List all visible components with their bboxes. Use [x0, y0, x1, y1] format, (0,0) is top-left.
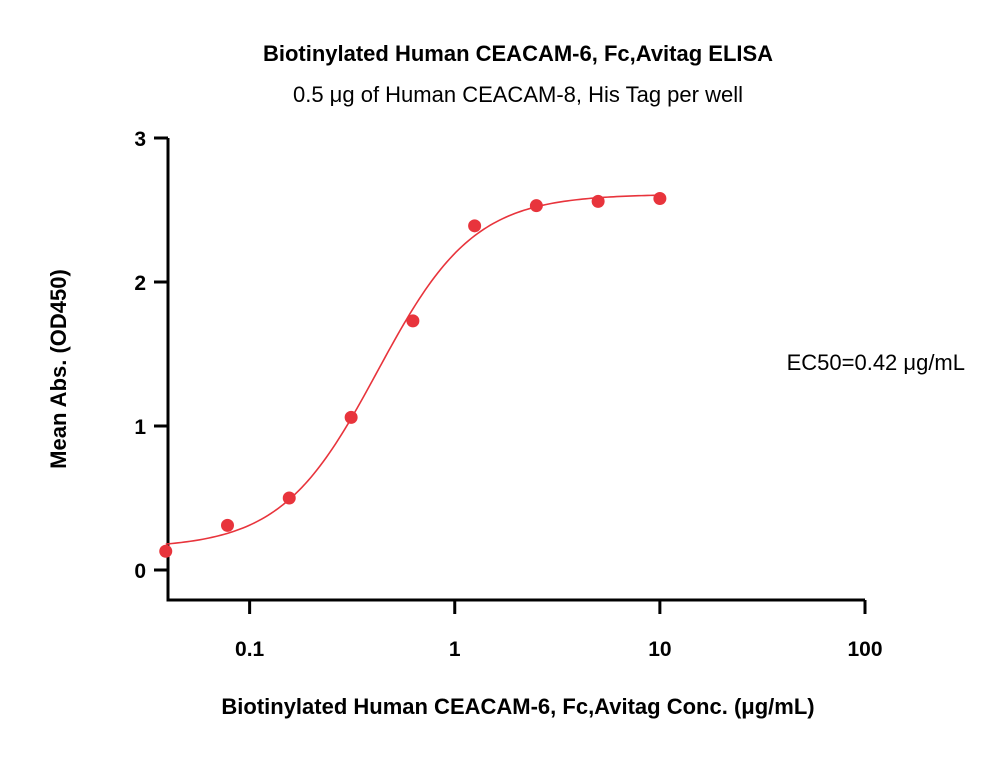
x-tick-label: 100: [847, 638, 882, 661]
y-tick-label: 1: [134, 416, 146, 439]
chart-title: Biotinylated Human CEACAM-6, Fc,Avitag E…: [263, 41, 773, 66]
data-point: [529, 199, 543, 213]
data-point: [282, 491, 296, 505]
fit-curve-layer: [165, 194, 660, 545]
x-axis-label: Biotinylated Human CEACAM-6, Fc,Avitag C…: [221, 694, 814, 719]
data-point: [591, 194, 605, 208]
ec50-annotation: EC50=0.42 μg/mL: [787, 350, 965, 375]
data-point: [653, 191, 667, 205]
data-point: [344, 410, 358, 424]
y-tick-label: 2: [134, 272, 146, 295]
x-tick-label: 1: [449, 638, 461, 661]
fit-curve: [165, 194, 660, 545]
data-points-layer: [159, 191, 667, 558]
x-tick-label: 10: [648, 638, 671, 661]
data-point: [220, 518, 234, 532]
y-tick-label: 3: [134, 128, 146, 151]
axes: 0 1 2 3 0.1 1 10 100: [134, 128, 882, 661]
y-axis-label: Mean Abs. (OD450): [46, 269, 71, 469]
data-point: [468, 219, 482, 233]
data-point: [406, 314, 420, 328]
y-tick-label: 0: [134, 560, 146, 583]
data-point: [159, 544, 173, 558]
chart-subtitle: 0.5 μg of Human CEACAM-8, His Tag per we…: [293, 82, 743, 107]
x-tick-label: 0.1: [235, 638, 265, 661]
